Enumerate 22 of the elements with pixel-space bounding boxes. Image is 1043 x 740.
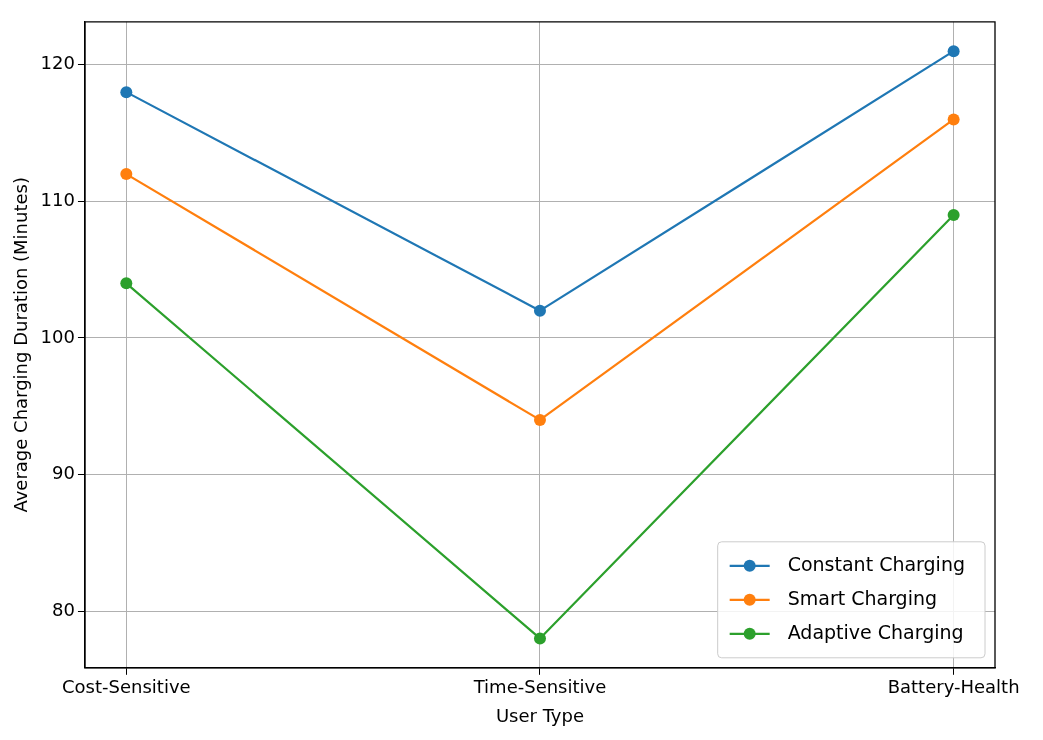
x-tick-label: Cost-Sensitive bbox=[62, 676, 191, 698]
point bbox=[533, 413, 546, 426]
point bbox=[947, 209, 960, 222]
x-tick-label: Time-Sensitive bbox=[472, 676, 607, 698]
y-axis-title: Average Charging Duration (Minutes) bbox=[10, 177, 32, 513]
point bbox=[120, 277, 133, 290]
y-tick-label: 120 bbox=[40, 52, 75, 74]
legend-label: Adaptive Charging bbox=[787, 620, 964, 643]
point bbox=[533, 304, 546, 317]
y-tick-label: 80 bbox=[52, 598, 75, 620]
legend-label: Constant Charging bbox=[787, 552, 965, 575]
y-tick-label: 110 bbox=[40, 189, 75, 211]
point bbox=[947, 113, 960, 126]
x-axis-title: User Type bbox=[495, 704, 585, 726]
point bbox=[120, 168, 133, 181]
y-tick-label: 90 bbox=[52, 462, 75, 484]
point bbox=[947, 45, 960, 58]
y-tick-label: 100 bbox=[40, 325, 75, 347]
point bbox=[120, 86, 133, 99]
x-tick-label: Battery-Health bbox=[887, 676, 1020, 698]
legend-label: Smart Charging bbox=[787, 586, 938, 609]
point bbox=[533, 632, 546, 645]
